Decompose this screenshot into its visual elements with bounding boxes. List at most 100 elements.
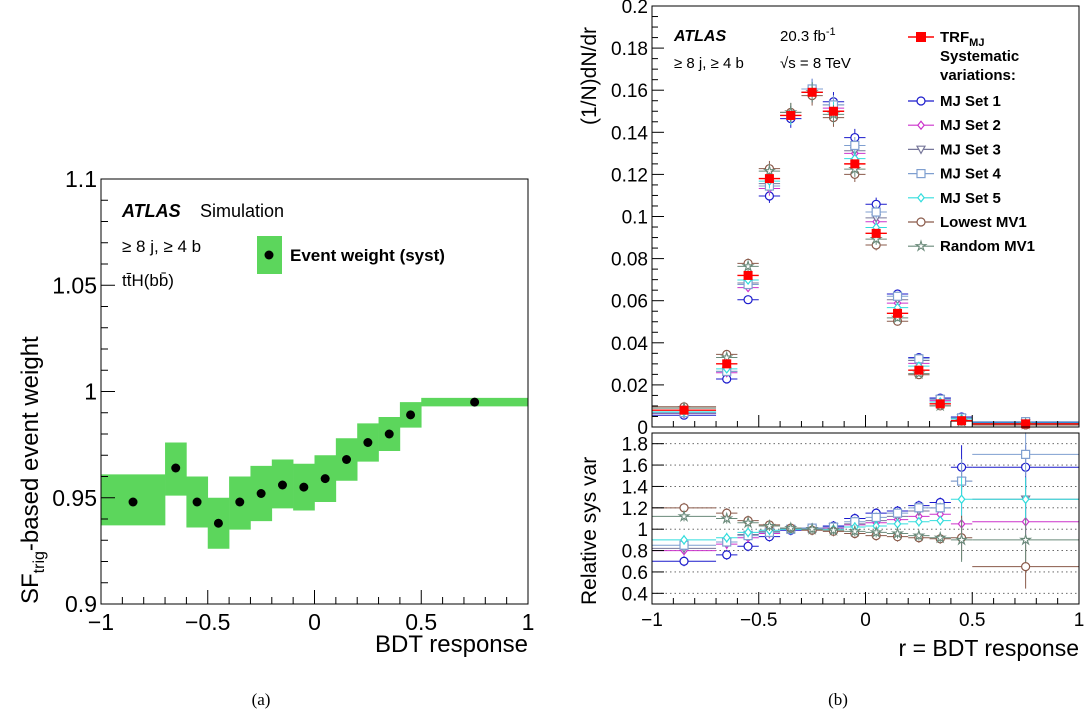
b-bot-s4-b11-marker bbox=[936, 515, 945, 526]
b-top-y-tick-label-9: 0.18 bbox=[611, 39, 648, 60]
b-legend-marker-2 bbox=[915, 145, 927, 155]
b-bot-s6-b11-marker bbox=[933, 530, 947, 544]
a-x-axis-title: BDT response bbox=[375, 631, 528, 658]
b-legend-header-1: Systematic bbox=[940, 48, 1019, 65]
b-top-nominal-b13-marker bbox=[1021, 419, 1031, 429]
b-bot-s6-b0-marker bbox=[677, 509, 691, 522]
b-bot-s6-b4-marker bbox=[784, 521, 798, 534]
a-y-tick-label-1: 0.95 bbox=[52, 485, 97, 511]
b-bot-y-tick-label-6: 1.6 bbox=[622, 456, 648, 477]
b-bot-s4-b10-marker bbox=[914, 516, 923, 527]
a-x-tick-label-3: 0.5 bbox=[405, 609, 437, 635]
a-legend-label: Event weight (syst) bbox=[290, 246, 445, 265]
b-bot-s6-b7-marker bbox=[848, 524, 862, 537]
b-top-nominal-b0-marker bbox=[679, 405, 689, 415]
b-top-nominal-b8-marker bbox=[871, 228, 881, 238]
b-legend-nominal-marker bbox=[916, 32, 926, 42]
b-x-axis-title: r = BDT response bbox=[899, 635, 1079, 661]
b-top-nominal-b11-marker bbox=[935, 399, 945, 409]
b-bot-s6-b10-marker bbox=[912, 528, 926, 542]
b-top-y-tick-label-0: 0 bbox=[637, 418, 648, 439]
a-points bbox=[128, 397, 480, 528]
a-y-tick-label-2: 1 bbox=[84, 379, 97, 405]
b-bot-y-tick-label-2: 0.8 bbox=[622, 542, 648, 563]
b-top-nominal-b4-marker bbox=[786, 110, 796, 120]
caption-a: (a) bbox=[252, 690, 271, 709]
b-bot-s6-b9-marker bbox=[890, 526, 905, 540]
a-y-tick-label-0: 0.9 bbox=[65, 591, 97, 617]
a-y-ticks: 0.9 0.95 1 1.05 1.1 bbox=[52, 166, 115, 617]
b-atlas-label: ATLAS bbox=[673, 28, 726, 45]
b-bottom-marks bbox=[652, 432, 1079, 589]
a-y-tick-label-3: 1.05 bbox=[52, 272, 97, 298]
b-legend: TRFMJ Systematic variations: MJ Set 1MJ … bbox=[908, 29, 1035, 255]
a-point-7 bbox=[299, 482, 309, 492]
b-bot-s5-b13-marker bbox=[1021, 561, 1031, 572]
a-y-axis-title: SFtrig-based event weight bbox=[17, 336, 48, 604]
b-legend-marker-0 bbox=[916, 96, 926, 106]
b-top-y-ticks: 0 0.02 0.04 0.06 0.08 0.1 0.12 0.14 0.16 0.18 0.2 bbox=[611, 0, 664, 439]
a-legend-marker bbox=[264, 250, 274, 260]
caption-b: (b) bbox=[828, 690, 848, 709]
a-point-3 bbox=[213, 518, 223, 528]
panel-a-chart: −1 −0.5 0 0.5 1 0.9 0.95 1 1.05 1.1 BDT response… bbox=[17, 166, 534, 658]
b-top-nominal-b3-marker bbox=[764, 174, 774, 184]
b-bottom-grid bbox=[652, 443, 1079, 594]
b-bot-y-tick-label-5: 1.4 bbox=[622, 477, 649, 498]
b-top-y-tick-label-7: 0.14 bbox=[611, 123, 648, 144]
b-top-nominal-b2-marker bbox=[743, 270, 753, 280]
b-top-y-tick-label-8: 0.16 bbox=[611, 81, 648, 102]
b-top-nominal-b12-marker bbox=[957, 416, 967, 426]
a-point-4 bbox=[235, 497, 245, 507]
b-legend-nominal-label: TRFMJ bbox=[940, 29, 984, 49]
b-legend-marker-3 bbox=[916, 169, 926, 179]
a-bands bbox=[101, 397, 529, 549]
a-point-12 bbox=[406, 410, 416, 420]
a-point-11 bbox=[384, 429, 394, 439]
a-point-0 bbox=[128, 497, 138, 507]
b-bot-s0-b0-marker bbox=[679, 556, 689, 566]
b-legend-label-1: MJ Set 2 bbox=[940, 117, 1001, 134]
b-bot-s6-b5-marker bbox=[805, 522, 819, 535]
b-energy-label: √s = 8 TeV bbox=[780, 55, 851, 72]
b-legend-entries: MJ Set 1 MJ Set 2 MJ Set 3 MJ Set 4 MJ Set 5… bbox=[908, 93, 1035, 255]
b-bot-s6-b8-marker bbox=[869, 525, 883, 538]
b-bot-x-tick-label-2: 0 bbox=[860, 610, 871, 631]
a-x-tick-label-2: 0 bbox=[308, 609, 321, 635]
a-point-5 bbox=[256, 489, 266, 498]
b-bot-s3-b13-marker bbox=[1021, 449, 1031, 459]
b-top-nominal-b7-marker bbox=[850, 159, 860, 169]
panel-b-chart: 00.020.040.060.080.10.120.140.160.180.2 … bbox=[578, 0, 1084, 661]
b-bot-s3-b11-marker bbox=[935, 503, 945, 513]
b-bot-s4-b12-marker bbox=[957, 494, 966, 505]
b-top-s3-b9-marker bbox=[892, 291, 903, 301]
b-top-s6-b3-marker bbox=[762, 164, 777, 177]
b-bot-y-tick-label-4: 1.2 bbox=[622, 499, 648, 520]
b-bot-x-tick-label-4: 1 bbox=[1074, 610, 1085, 631]
b-top-s0-b2-marker bbox=[743, 295, 753, 305]
b-bot-s3-b9-marker bbox=[892, 508, 903, 518]
b-top-s6-b1-marker bbox=[720, 350, 734, 364]
a-process-label: tt̄H(bb̄) bbox=[122, 271, 174, 290]
b-bot-s6-b1-marker bbox=[720, 511, 734, 525]
b-bot-s6-b2-marker bbox=[741, 515, 755, 529]
b-top-x-ticks bbox=[651, 415, 1080, 427]
b-top-y-tick-label-1: 0.02 bbox=[611, 376, 648, 397]
b-bot-x-tick-label-1: −0.5 bbox=[740, 610, 778, 631]
b-bot-s4-b13-marker bbox=[1021, 494, 1030, 505]
b-legend-marker-6 bbox=[914, 239, 928, 252]
a-selection-label: ≥ 8 j, ≥ 4 b bbox=[122, 237, 201, 256]
b-top-nominal-b6-marker bbox=[828, 106, 838, 116]
b-top-y-tick-label-2: 0.04 bbox=[611, 334, 648, 355]
b-bot-s3-b10-marker bbox=[914, 503, 924, 513]
a-point-2 bbox=[192, 497, 202, 507]
b-legend-marker-4 bbox=[917, 192, 925, 203]
b-legend-label-2: MJ Set 3 bbox=[940, 141, 1001, 158]
b-top-y-tick-label-10: 0.2 bbox=[622, 0, 648, 18]
b-top-y-axis-title: (1/N)dN/dr bbox=[578, 27, 601, 125]
b-bot-x-tick-label-0: −1 bbox=[641, 610, 663, 631]
a-point-8 bbox=[320, 474, 330, 484]
b-legend-marker-1 bbox=[917, 120, 925, 131]
b-bot-s4-b2-marker bbox=[744, 527, 753, 538]
